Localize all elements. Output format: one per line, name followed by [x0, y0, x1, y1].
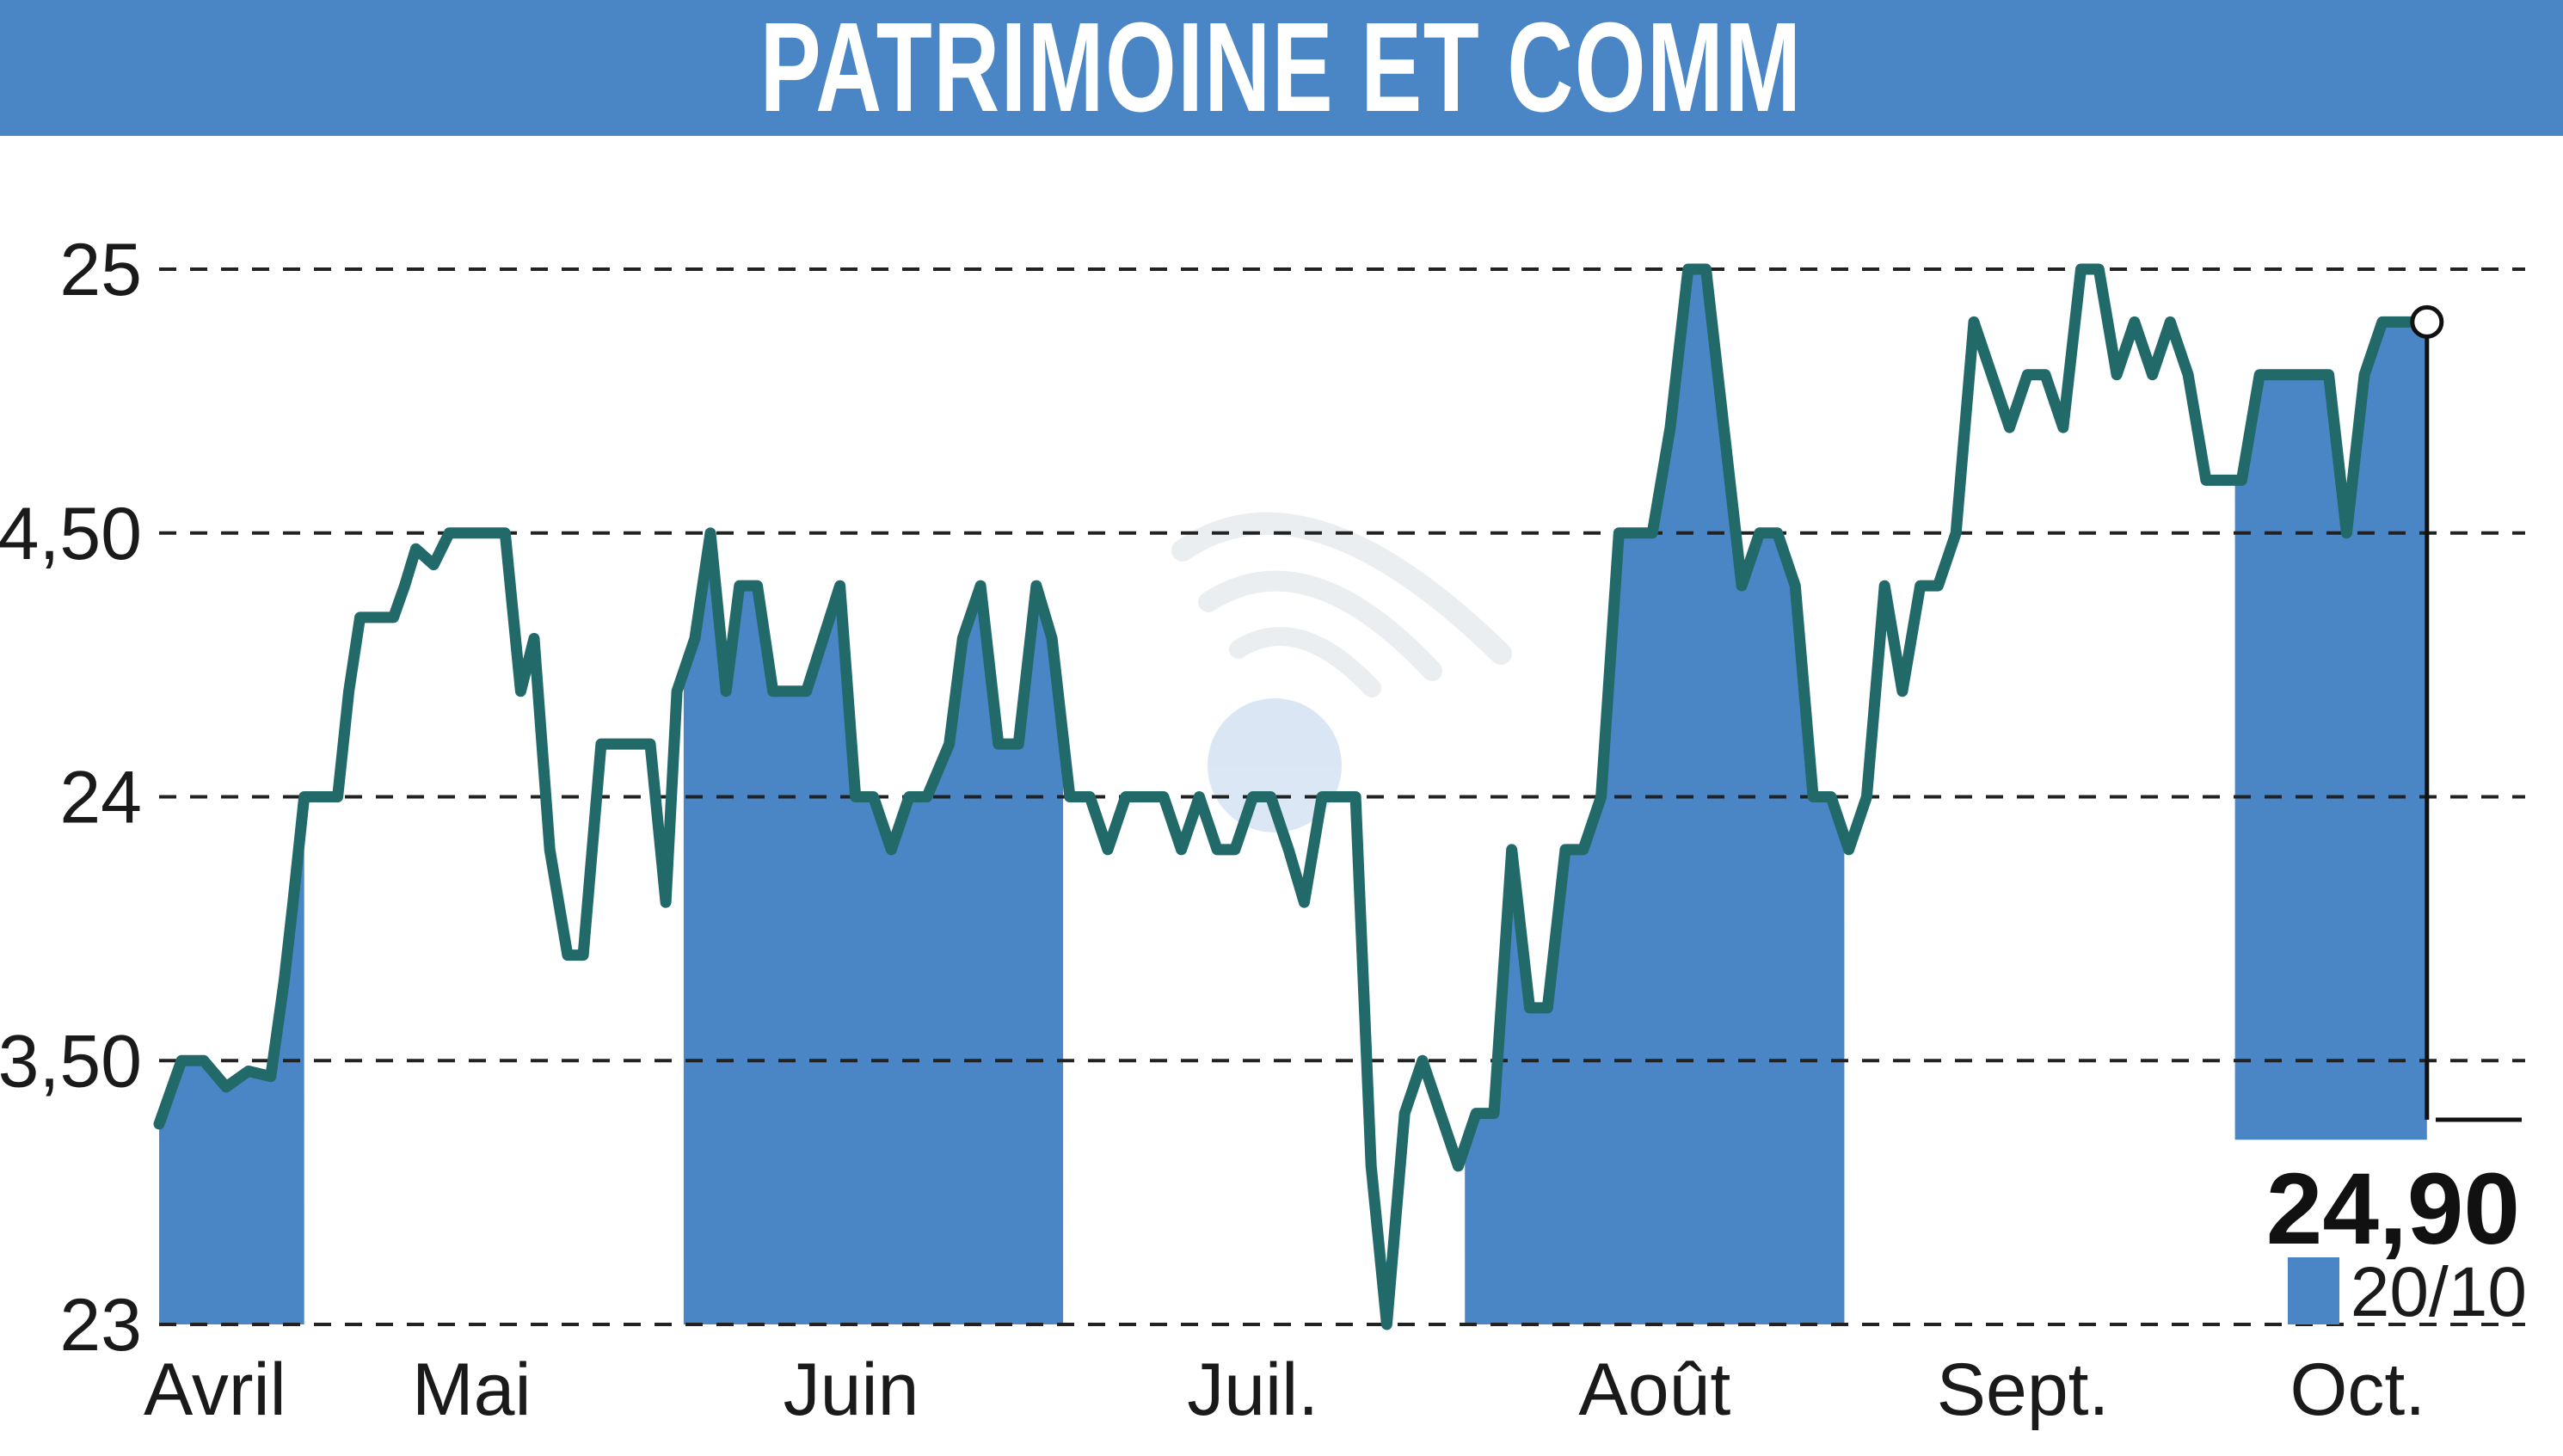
- price-line: [153, 263, 2433, 1330]
- x-axis-ticks: Avril Mai Juin Juil. Août Sept. Oct.: [144, 1348, 2425, 1431]
- month-label: Juil.: [1187, 1348, 1318, 1431]
- y-tick-label: 24,50: [0, 493, 142, 575]
- last-value-annotation: 24,90 20/10: [2266, 1117, 2527, 1331]
- y-tick-label: 23,50: [0, 1020, 142, 1103]
- last-point-marker: [2410, 304, 2444, 339]
- month-label: Avril: [144, 1348, 286, 1431]
- last-value-label: 24,90: [2266, 1152, 2520, 1266]
- y-tick-label: 24: [59, 757, 142, 839]
- shade-oct: [2234, 322, 2427, 1140]
- y-axis-ticks: 25 24,50 24 23,50 23: [0, 229, 142, 1367]
- series-layer: [153, 263, 2444, 1330]
- shade-avril: [159, 796, 304, 1324]
- header-bar: PATRIMOINE ET COMM: [0, 0, 2563, 136]
- watermark: [1171, 512, 1512, 832]
- shade-juin: [683, 532, 1064, 1324]
- y-tick-label: 23: [59, 1284, 142, 1367]
- y-tick-label: 25: [59, 229, 142, 311]
- chart-title: PATRIMOINE ET COMM: [760, 0, 1803, 138]
- month-label: Juin: [784, 1348, 919, 1431]
- month-label: Oct.: [2290, 1348, 2426, 1431]
- month-label: Mai: [412, 1348, 532, 1431]
- last-date-label: 20/10: [2351, 1253, 2527, 1331]
- last-date-swatch: [2288, 1257, 2339, 1324]
- month-label: Août: [1578, 1348, 1730, 1431]
- month-label: Sept.: [1937, 1348, 2110, 1431]
